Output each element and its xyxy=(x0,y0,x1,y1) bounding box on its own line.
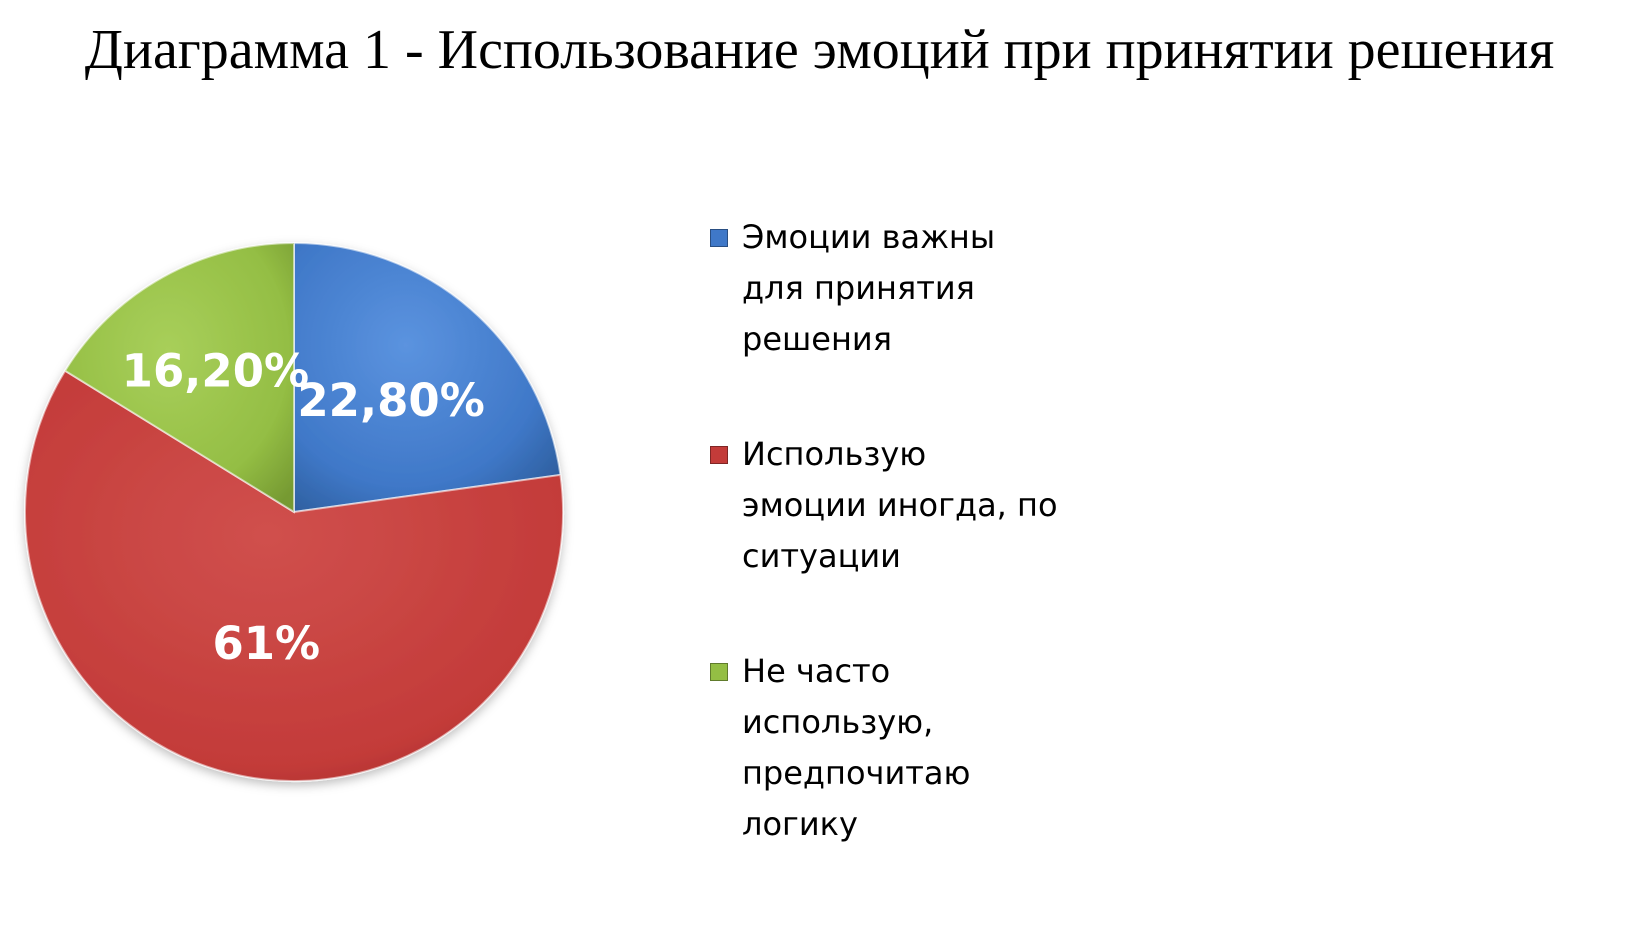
legend-label-line: эмоции иногда, по xyxy=(742,486,1058,524)
slice-rarely-logic xyxy=(63,241,295,514)
slice-emotions-sometimes xyxy=(23,369,564,782)
legend-label-line: Эмоции важны xyxy=(742,218,996,256)
slice-label-rarely-logic: 16,20% xyxy=(122,345,309,398)
slice-emotions-important xyxy=(293,241,562,514)
legend-label: Эмоции важны для принятия решения xyxy=(742,212,1142,365)
legend-label-line: Использую xyxy=(742,435,927,473)
legend-swatch-green xyxy=(710,663,728,681)
legend-label-line: Не часто xyxy=(742,652,891,690)
legend-label-line: решения xyxy=(742,320,892,358)
legend-label-line: логику xyxy=(742,805,858,843)
slice-label-emotions-important: 22,80% xyxy=(297,374,484,427)
legend-swatch-blue xyxy=(710,229,728,247)
legend-label-line: для принятия xyxy=(742,269,975,307)
legend-label-line: использую, xyxy=(742,703,934,741)
chart-title: Диаграмма 1 - Использование эмоций при п… xyxy=(84,19,1555,81)
legend-label: Использую эмоции иногда, по ситуации xyxy=(742,429,1142,582)
legend-label: Не часто использую, предпочитаю логику xyxy=(742,646,1142,850)
legend-label-line: ситуации xyxy=(742,537,901,575)
slice-label-emotions-sometimes: 61% xyxy=(212,617,320,670)
legend-swatch-red xyxy=(710,446,728,464)
legend-label-line: предпочитаю xyxy=(742,754,971,792)
